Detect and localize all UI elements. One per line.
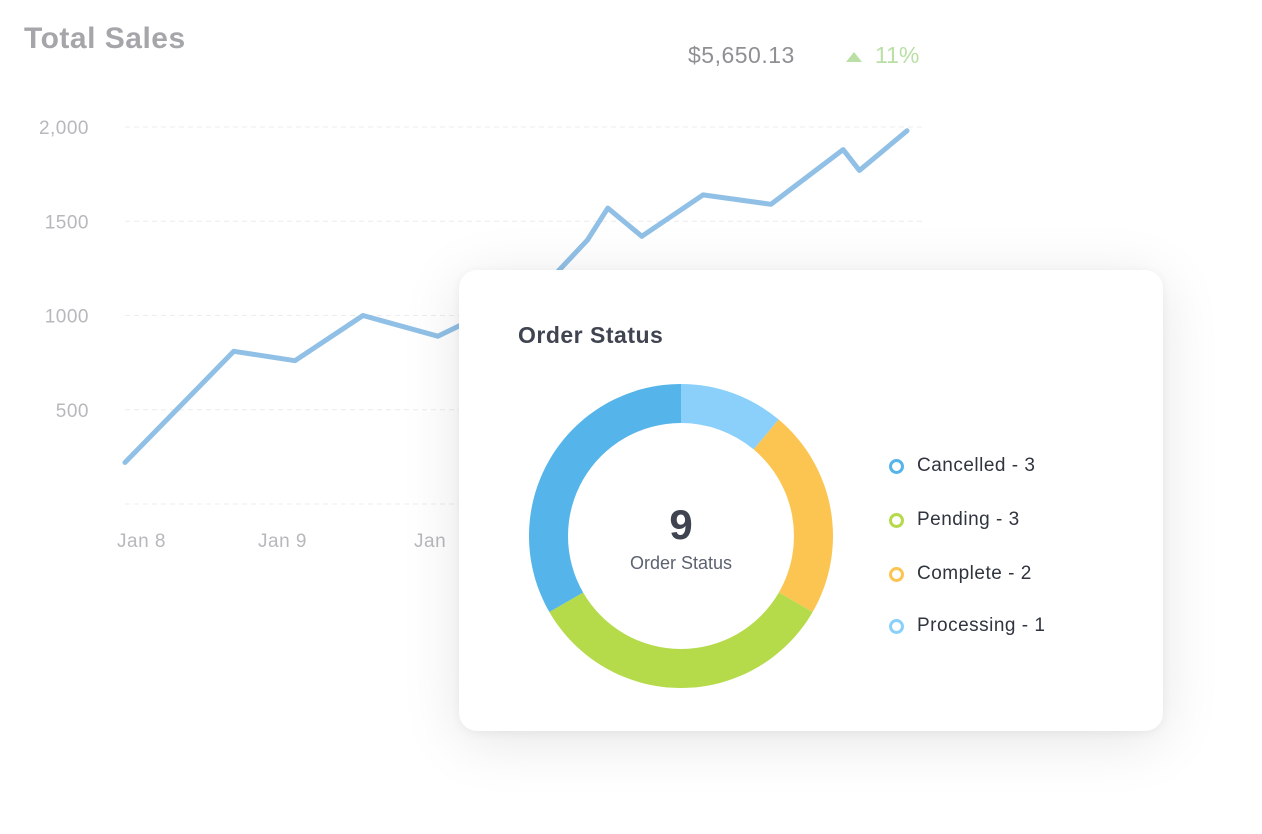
y-tick-label: 2,000 xyxy=(39,118,89,139)
x-tick-label: Jan 8 xyxy=(117,531,166,552)
y-tick-label: 500 xyxy=(56,401,89,422)
legend-label: Pending - 3 xyxy=(917,509,1020,530)
donut-center-value: 9 xyxy=(669,501,692,548)
circle-icon xyxy=(889,566,904,582)
sales-change-value: 11% xyxy=(875,42,920,68)
order-status-legend: Cancelled - 3 Pending - 3 Complete - 2 Proc… xyxy=(889,453,1045,667)
triangle-up-icon xyxy=(846,51,862,62)
circle-icon xyxy=(889,618,904,634)
x-tick-label: Jan 9 xyxy=(258,531,307,552)
order-status-card: Order Status 9 Order Status Cancelled - … xyxy=(459,270,1163,731)
donut-slice-cancelled xyxy=(529,384,681,612)
order-status-title: Order Status xyxy=(518,322,664,348)
y-tick-label: 1500 xyxy=(45,212,89,233)
total-sales-title: Total Sales xyxy=(24,22,186,55)
donut-slice-complete xyxy=(753,419,833,612)
legend-item: Processing - 1 xyxy=(889,613,1045,639)
legend-label: Cancelled - 3 xyxy=(917,455,1036,476)
legend-item: Cancelled - 3 xyxy=(889,453,1045,479)
legend-item: Pending - 3 xyxy=(889,507,1045,533)
sales-series-line xyxy=(122,128,910,465)
donut-slice-pending xyxy=(549,592,813,688)
donut-slice-processing xyxy=(681,384,779,450)
donut-center-label: Order Status xyxy=(630,553,732,573)
sales-change: 11% xyxy=(846,42,919,69)
legend-label: Processing - 1 xyxy=(917,615,1046,636)
total-sales-amount: $5,650.13 xyxy=(688,42,795,68)
circle-icon xyxy=(889,458,904,474)
circle-icon xyxy=(889,512,904,528)
legend-item: Complete - 2 xyxy=(889,561,1045,587)
order-status-donut: 9 Order Status xyxy=(529,384,833,688)
x-tick-label: Jan xyxy=(414,531,446,552)
y-tick-label: 1000 xyxy=(45,307,89,328)
legend-label: Complete - 2 xyxy=(917,563,1032,584)
